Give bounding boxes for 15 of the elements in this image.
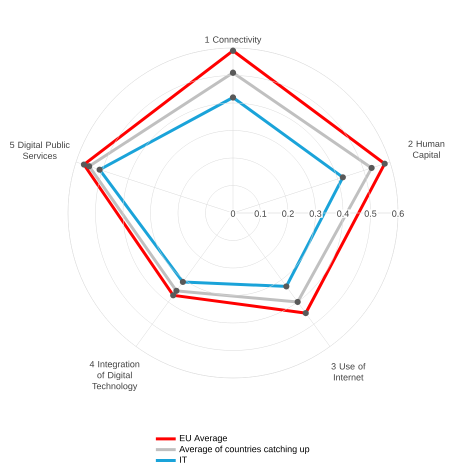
legend-label: EU Average (180, 434, 227, 444)
legend-label: IT (180, 456, 187, 463)
y-tick-label: 0.5 (364, 210, 376, 217)
spoke-label: 3 Use of Internet (331, 362, 366, 380)
spoke-label: 1 Connectivity (205, 36, 262, 44)
spoke-label: 5 Digital Public Services (10, 141, 70, 159)
y-tick-label: 0.1 (254, 210, 266, 217)
y-tick-label: 0.2 (282, 210, 294, 217)
spoke-label: 2 Human Capital (408, 140, 444, 160)
y-tick-label: 0 (230, 210, 236, 217)
spoke-label: 4 Integration of Digital Technology (90, 360, 140, 392)
y-tick-label: 0.4 (337, 210, 349, 217)
legend-label: Average of countries catching up (179, 446, 310, 454)
y-tick-label: 0.6 (392, 210, 404, 217)
y-tick-label: 0.3 (310, 210, 322, 217)
